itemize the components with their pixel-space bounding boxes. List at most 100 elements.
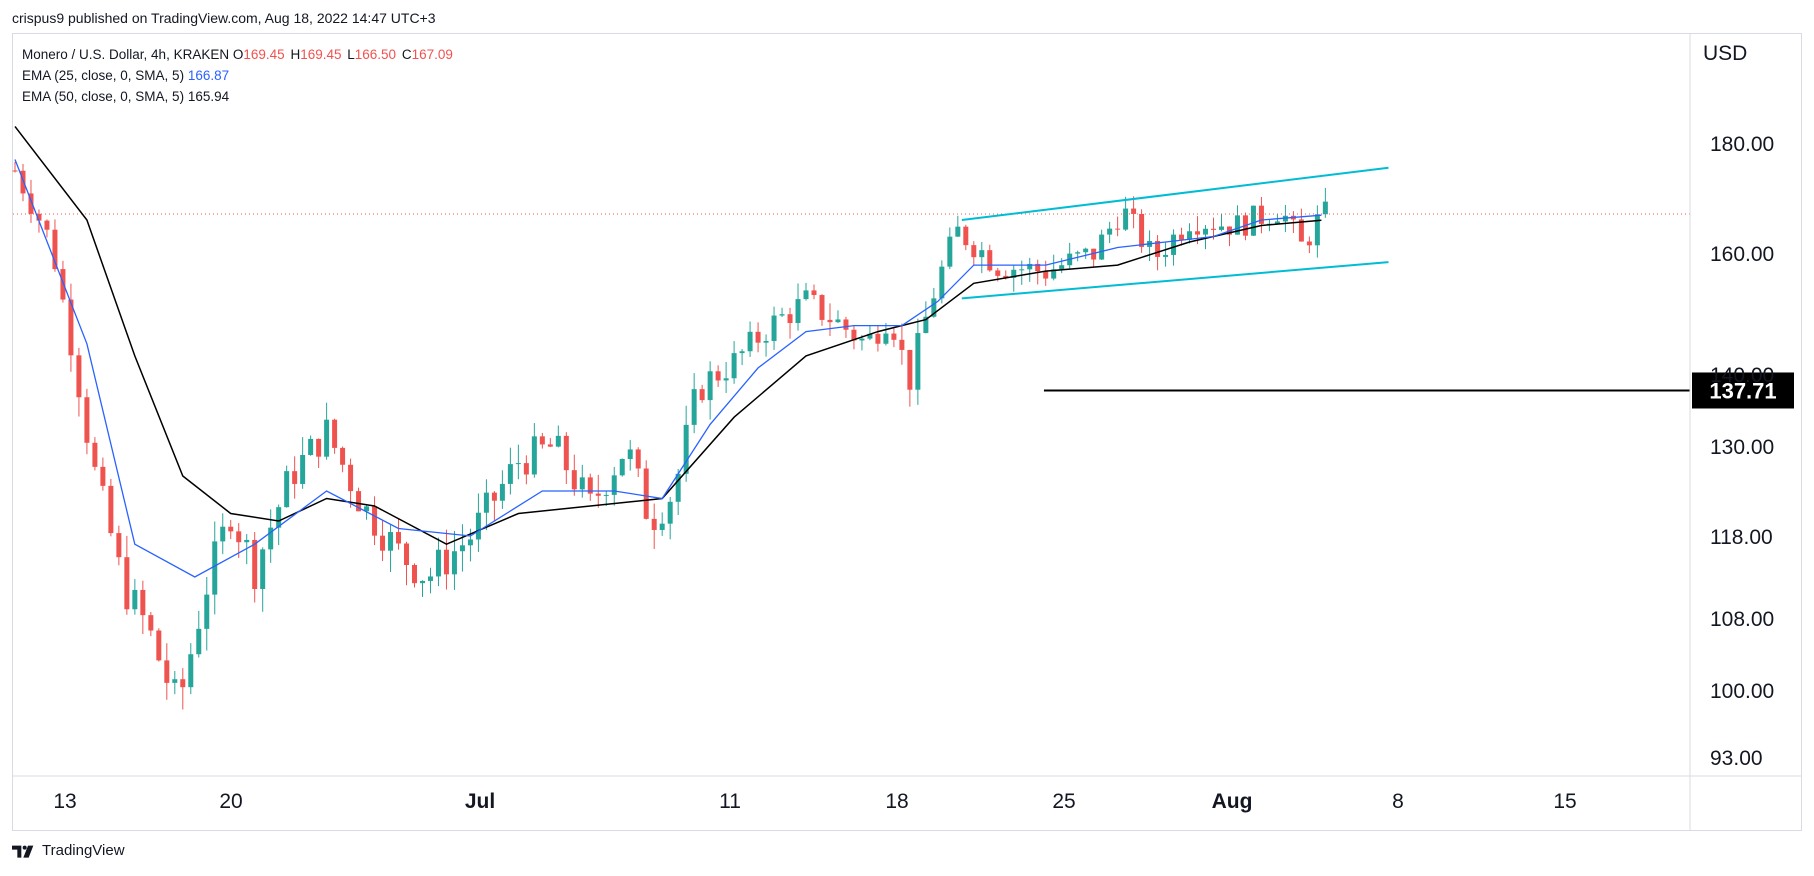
legend-ema25-label: EMA (25, close, 0, SMA, 5) bbox=[22, 68, 185, 83]
ema25-line bbox=[14, 159, 1322, 578]
y-tick-label: 140.00 bbox=[1710, 364, 1774, 387]
candle-body bbox=[707, 371, 713, 401]
candle-body bbox=[1314, 214, 1320, 246]
legend-high-value: 169.45 bbox=[300, 47, 342, 62]
candle-body bbox=[1059, 265, 1065, 270]
candle-body bbox=[763, 341, 769, 343]
x-tick-label: Jul bbox=[465, 790, 495, 813]
candle-body bbox=[427, 576, 433, 581]
publisher-caption: crispus9 published on TradingView.com, A… bbox=[12, 10, 436, 26]
candle-body bbox=[995, 270, 1001, 276]
candle-body bbox=[923, 316, 929, 334]
candle-body bbox=[947, 236, 953, 267]
candle-body bbox=[1115, 228, 1121, 230]
candle-body bbox=[1234, 215, 1240, 235]
price-axis-currency: USD bbox=[1703, 42, 1748, 65]
y-tick-label: 108.00 bbox=[1710, 608, 1774, 631]
candle-body bbox=[955, 226, 961, 237]
chart-frame bbox=[12, 33, 1802, 831]
candle-body bbox=[555, 435, 561, 447]
candle-body bbox=[1306, 241, 1312, 246]
legend-ema25-value: 166.87 bbox=[187, 68, 230, 83]
candle-body bbox=[1163, 254, 1169, 257]
candle-body bbox=[396, 532, 402, 544]
candle-body bbox=[1298, 219, 1304, 242]
candle-body bbox=[715, 371, 721, 381]
candle-body bbox=[276, 507, 282, 528]
candle-body bbox=[388, 532, 394, 551]
x-tick-label: 18 bbox=[885, 790, 908, 813]
candle-body bbox=[451, 551, 457, 575]
candle-body bbox=[68, 299, 74, 356]
candle-body bbox=[364, 506, 370, 512]
candle-body bbox=[515, 463, 521, 465]
candle-body bbox=[435, 549, 441, 577]
footer-brand[interactable]: TradingView bbox=[12, 842, 125, 859]
candle-body bbox=[404, 543, 410, 565]
candle-body bbox=[124, 557, 130, 610]
candle-body bbox=[907, 349, 913, 390]
candle-body bbox=[731, 353, 737, 379]
legend-close-value: 167.09 bbox=[411, 47, 453, 62]
candle-body bbox=[595, 493, 601, 496]
candle-body bbox=[443, 549, 449, 575]
candle-body bbox=[571, 470, 577, 490]
candle-body bbox=[747, 331, 753, 352]
candle-body bbox=[419, 580, 425, 584]
candle-body bbox=[675, 473, 681, 502]
candle-body bbox=[284, 471, 290, 508]
candle-body bbox=[1187, 231, 1193, 240]
candle-body bbox=[180, 679, 186, 688]
candle-body bbox=[412, 564, 417, 584]
candle-body bbox=[76, 355, 82, 398]
candle-body bbox=[795, 299, 801, 323]
candle-body bbox=[579, 477, 585, 490]
x-tick-label: 15 bbox=[1553, 790, 1576, 813]
candle-body bbox=[459, 545, 465, 552]
candle-body bbox=[204, 594, 210, 629]
candle-body bbox=[859, 338, 865, 341]
tradingview-logo-icon bbox=[12, 845, 34, 858]
candle-body bbox=[372, 506, 378, 536]
candle-body bbox=[467, 539, 473, 546]
legend-ema50-value: 165.94 bbox=[187, 89, 230, 104]
legend-low-label: L bbox=[347, 47, 355, 62]
candle-body bbox=[539, 436, 545, 445]
candle-body bbox=[659, 523, 665, 530]
candle-body bbox=[220, 526, 226, 542]
candle-body bbox=[244, 539, 250, 543]
candle-body bbox=[108, 485, 114, 534]
y-tick-label: 160.00 bbox=[1710, 243, 1774, 266]
channel-upper-trendline[interactable] bbox=[961, 166, 1389, 221]
candle-body bbox=[1011, 269, 1017, 278]
candle-body bbox=[739, 351, 745, 354]
candle-body bbox=[172, 679, 178, 683]
candle-body bbox=[1099, 234, 1105, 260]
y-tick-label: 100.00 bbox=[1710, 680, 1774, 703]
candle-body bbox=[228, 526, 234, 532]
support-price-tag bbox=[1692, 372, 1794, 409]
candle-body bbox=[843, 319, 849, 330]
candle-body bbox=[1139, 213, 1145, 247]
candle-body bbox=[1274, 221, 1280, 224]
candle-body bbox=[116, 533, 122, 558]
x-tick-label: 8 bbox=[1392, 790, 1404, 813]
candle-body bbox=[1258, 205, 1264, 224]
candle-body bbox=[819, 295, 825, 320]
candle-body bbox=[627, 449, 633, 460]
candle-body bbox=[827, 319, 833, 323]
candle-body bbox=[132, 589, 138, 610]
chart-legend: Monero / U.S. Dollar, 4h, KRAKEN O169.45… bbox=[22, 44, 455, 107]
candle-body bbox=[971, 245, 977, 258]
channel-lower-trendline[interactable] bbox=[961, 261, 1389, 300]
candle-body bbox=[1083, 248, 1089, 253]
candle-body bbox=[1171, 234, 1177, 255]
candle-body bbox=[979, 250, 985, 258]
candle-body bbox=[787, 314, 793, 323]
y-tick-label: 180.00 bbox=[1710, 133, 1774, 156]
candle-body bbox=[651, 518, 657, 530]
candle-body bbox=[28, 193, 34, 214]
candle-body bbox=[547, 444, 553, 447]
candle-body bbox=[939, 266, 945, 299]
